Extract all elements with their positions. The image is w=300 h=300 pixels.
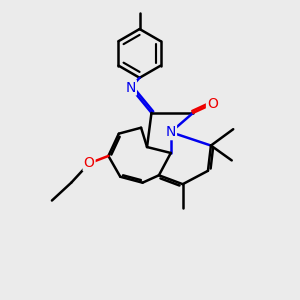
Text: N: N: [166, 125, 176, 139]
Text: O: O: [84, 156, 94, 170]
Text: O: O: [207, 97, 218, 111]
Text: N: N: [125, 81, 136, 94]
